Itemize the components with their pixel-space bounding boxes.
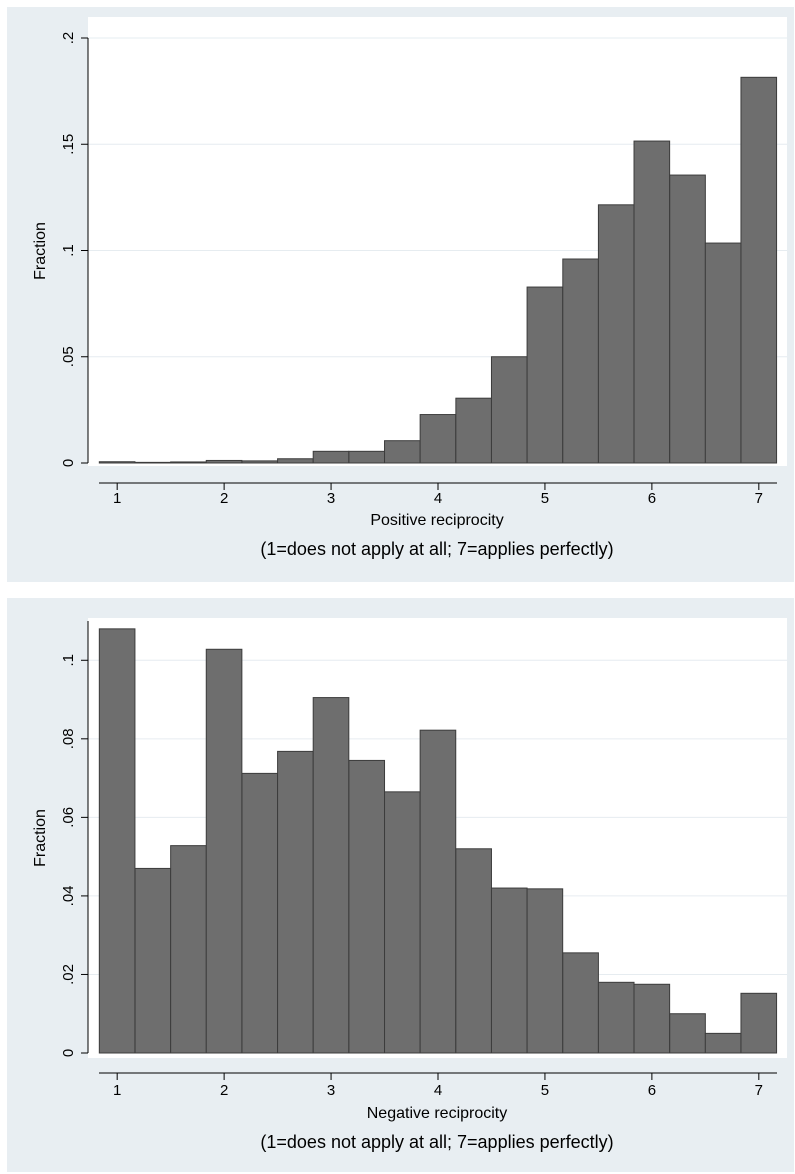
x-tick-label: 5 (541, 1082, 549, 1099)
x-axis-label: Positive reciprocity (370, 512, 503, 529)
histogram-bar (170, 845, 207, 1054)
x-tick-label: 1 (113, 490, 121, 507)
histogram-bar (312, 450, 350, 464)
histogram-bar (633, 983, 671, 1054)
y-tick-label: 0 (60, 1049, 77, 1057)
x-tick-label: 2 (220, 1082, 228, 1099)
histogram-bar (241, 460, 279, 464)
x-tick-label: 2 (220, 490, 228, 507)
histogram-bar (597, 981, 635, 1054)
histogram-bar (312, 697, 350, 1054)
histogram-bar (419, 414, 457, 464)
y-tick-label: .02 (60, 964, 77, 985)
histogram-bar (348, 450, 386, 464)
histogram-bar (455, 397, 492, 464)
histogram-bar (704, 1032, 742, 1054)
axis-note: (1=does not apply at all; 7=applies perf… (260, 1132, 613, 1152)
y-axis-label: Fraction (32, 222, 49, 280)
histogram-bar (205, 648, 243, 1054)
histogram-bar (740, 76, 778, 464)
histogram-bar (490, 887, 528, 1054)
histogram-bar (384, 440, 421, 464)
histogram-negative-reciprocity: 0 .02 .04 .06 .08 .1 1 2 3 4 5 6 7 Fraction Negative… (32, 618, 787, 1152)
axes: 0 .05 .1 .15 .2 1 2 3 4 5 6 7 (60, 32, 777, 507)
x-tick-label: 3 (327, 490, 335, 507)
x-tick-label: 3 (327, 1082, 335, 1099)
histogram-bar (134, 867, 172, 1054)
x-tick-label: 1 (113, 1082, 121, 1099)
histogram-bar (241, 772, 279, 1054)
histogram-bar (562, 258, 599, 464)
histogram-bar (526, 286, 564, 464)
x-tick-label: 7 (755, 1082, 763, 1099)
x-tick-label: 4 (434, 1082, 442, 1099)
histogram-bar (740, 992, 778, 1054)
y-tick-label: .1 (60, 654, 77, 667)
x-tick-label: 6 (648, 490, 656, 507)
x-tick-label: 5 (541, 490, 549, 507)
histogram-bar (170, 461, 207, 464)
bars (98, 628, 778, 1054)
histogram-bar (562, 952, 599, 1054)
histogram-bar (490, 356, 528, 464)
y-tick-label: .15 (60, 134, 77, 155)
histogram-positive-reciprocity: 0 .05 .1 .15 .2 1 2 3 4 5 6 7 Fraction Positive rec… (32, 17, 787, 559)
histogram-bar (98, 461, 136, 464)
histogram-bar (98, 628, 136, 1054)
histogram-bar (526, 888, 564, 1054)
y-axis-label: Fraction (32, 809, 49, 867)
histogram-bar (134, 461, 172, 464)
x-tick-label: 7 (755, 490, 763, 507)
chart-panel-negative: 0 .02 .04 .06 .08 .1 1 2 3 4 5 6 7 Fraction Negative… (7, 598, 794, 1172)
histogram-bar (704, 242, 742, 464)
axis-note: (1=does not apply at all; 7=applies perf… (260, 539, 613, 559)
bars (98, 76, 778, 464)
histogram-bar (419, 729, 457, 1054)
y-tick-label: .08 (60, 728, 77, 749)
histogram-bar (277, 458, 314, 464)
histogram-bar (669, 1013, 706, 1054)
histogram-bar (205, 459, 243, 464)
x-tick-label: 4 (434, 490, 442, 507)
histogram-bar (633, 140, 671, 464)
histogram-bar (384, 791, 421, 1054)
x-tick-label: 6 (648, 1082, 656, 1099)
histogram-bar (277, 750, 314, 1054)
y-tick-label: .2 (60, 32, 77, 45)
y-tick-label: .1 (60, 244, 77, 257)
histogram-bar (455, 848, 492, 1054)
axes: 0 .02 .04 .06 .08 .1 1 2 3 4 5 6 7 (60, 621, 777, 1099)
histogram-bar (348, 759, 386, 1054)
y-tick-label: .05 (60, 346, 77, 367)
y-tick-label: .06 (60, 807, 77, 828)
histogram-bar (597, 204, 635, 464)
chart-panel-positive: 0 .05 .1 .15 .2 1 2 3 4 5 6 7 Fraction Positive rec… (7, 7, 794, 582)
histogram-bar (669, 174, 706, 464)
y-tick-label: .04 (60, 885, 77, 906)
x-axis-label: Negative reciprocity (367, 1105, 508, 1122)
y-tick-label: 0 (60, 459, 77, 467)
